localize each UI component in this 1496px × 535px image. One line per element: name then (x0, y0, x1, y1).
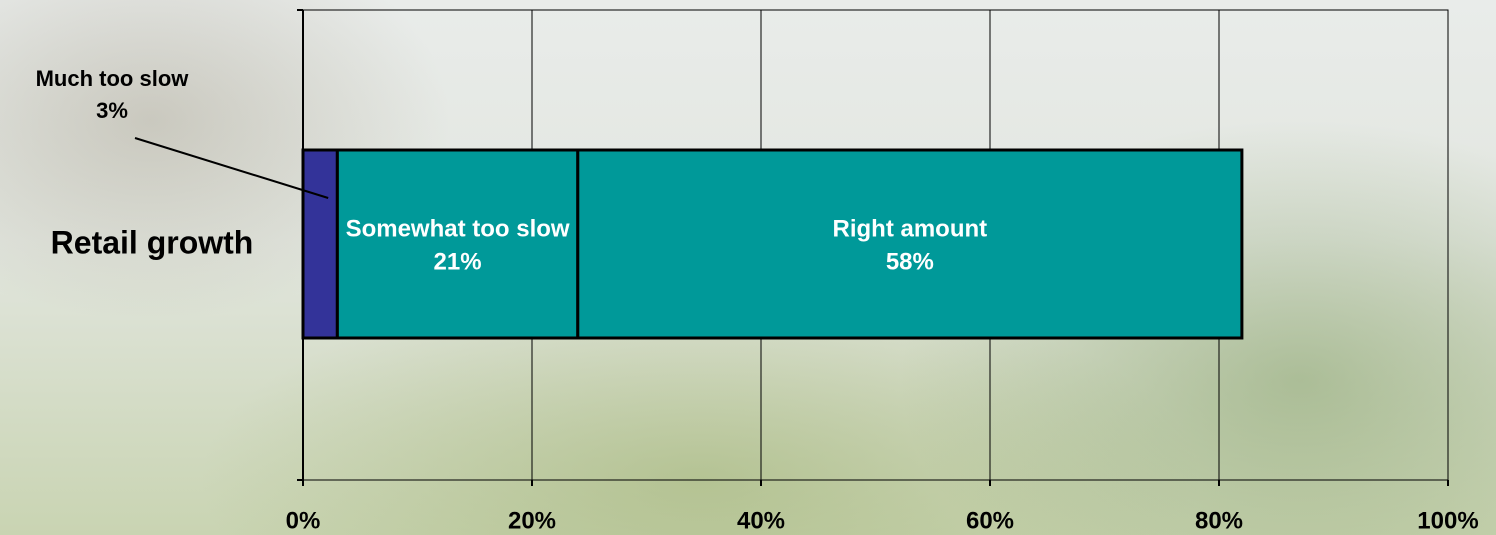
category-label: Retail growth (51, 224, 254, 260)
leader-line (135, 138, 328, 198)
slide: Retail growth 0% 20% 40% 60% 80% 100% Much too… (0, 0, 1496, 535)
segment-label: Much too slow (36, 66, 190, 91)
x-tick-label: 100% (1417, 507, 1478, 534)
segment-value-label: 58% (886, 248, 934, 275)
chart: Retail growth 0% 20% 40% 60% 80% 100% Much too… (0, 0, 1496, 535)
x-tick-label: 40% (737, 507, 785, 534)
x-tick-label: 60% (966, 507, 1014, 534)
x-tick-label: 20% (508, 507, 556, 534)
segment-value-label: 21% (434, 248, 482, 275)
bar-segment (578, 150, 1242, 338)
segment-label: Right amount (833, 215, 988, 242)
bar-segment (337, 150, 577, 338)
x-tick-label: 80% (1195, 507, 1243, 534)
segment-value-label: 3% (96, 98, 128, 123)
bar-segment (303, 150, 337, 338)
x-tick-label: 0% (286, 507, 321, 534)
segment-label: Somewhat too slow (346, 215, 570, 242)
